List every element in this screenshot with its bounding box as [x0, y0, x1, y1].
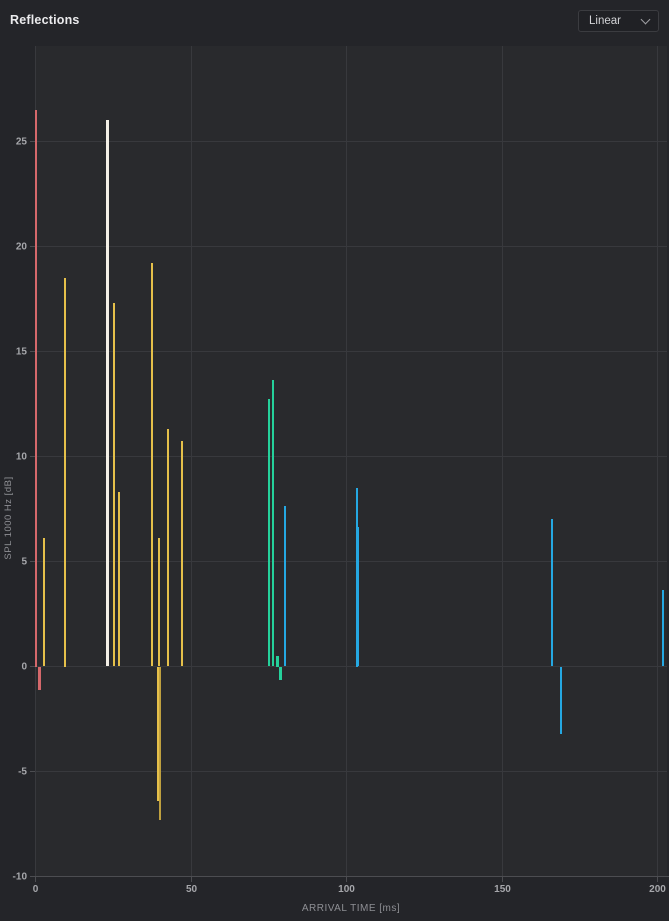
x-axis-title: ARRIVAL TIME [ms] [301, 903, 401, 914]
reflection-stem[interactable] [276, 656, 279, 667]
x-tick-label: 50 [185, 884, 198, 895]
y-axis-tick [30, 666, 35, 667]
x-axis-tick [502, 876, 503, 882]
x-axis-tick [191, 876, 192, 882]
gridline-horizontal [35, 246, 667, 247]
reflection-stem[interactable] [284, 506, 286, 666]
reflection-stem[interactable] [159, 667, 161, 820]
gridline-vertical [657, 46, 658, 876]
gridline-vertical [346, 46, 347, 876]
y-axis-tick [30, 141, 35, 142]
y-axis-tick [30, 246, 35, 247]
x-tick-label: 150 [494, 884, 511, 895]
reflection-stem[interactable] [43, 538, 45, 666]
reflection-stem[interactable] [35, 110, 37, 667]
y-axis-tick [30, 561, 35, 562]
y-tick-label: -5 [18, 766, 27, 777]
gridline-horizontal [35, 141, 667, 142]
reflection-stem[interactable] [38, 667, 41, 690]
reflection-stem[interactable] [106, 120, 109, 666]
gridline-vertical [502, 46, 503, 876]
reflection-stem[interactable] [181, 441, 183, 666]
reflection-stem[interactable] [268, 399, 270, 666]
y-axis-tick [30, 771, 35, 772]
x-axis-tick [657, 876, 658, 882]
gridline-horizontal [35, 561, 667, 562]
gridline-horizontal [35, 351, 667, 352]
reflection-stem[interactable] [662, 590, 664, 666]
x-tick-label: 100 [338, 884, 355, 895]
reflection-stem[interactable] [357, 527, 359, 666]
reflection-stem[interactable] [151, 263, 153, 666]
chevron-down-icon [640, 14, 651, 25]
y-tick-label: 5 [21, 556, 27, 567]
scale-select-value: Linear [589, 15, 621, 27]
gridline-horizontal [35, 771, 667, 772]
reflection-stem[interactable] [113, 303, 115, 666]
y-axis-tick [30, 876, 35, 877]
reflection-stem[interactable] [157, 667, 159, 801]
reflection-stem[interactable] [551, 519, 553, 666]
plot-area: -10 -5 0 5 10 15 20 25 0 50 100 150 200 [13, 46, 669, 895]
y-tick-label: 0 [21, 661, 27, 672]
gridline-vertical [191, 46, 192, 876]
y-tick-label: 15 [15, 346, 27, 357]
gridline-horizontal [35, 666, 667, 667]
reflection-stem[interactable] [118, 492, 120, 666]
scale-select[interactable]: Linear [578, 10, 659, 32]
x-axis-tick [35, 876, 36, 882]
reflection-stem[interactable] [272, 380, 274, 666]
reflection-stem[interactable] [279, 667, 282, 680]
reflection-stem[interactable] [560, 667, 562, 734]
y-tick-label: 20 [15, 241, 27, 252]
reflection-stem[interactable] [64, 278, 66, 667]
x-tick-label: 0 [32, 884, 39, 895]
x-axis-tick [346, 876, 347, 882]
reflection-stem[interactable] [167, 429, 169, 666]
gridline-horizontal [35, 456, 667, 457]
y-tick-label: 25 [15, 136, 27, 147]
reflection-stem[interactable] [158, 538, 160, 666]
y-axis-title: SPL 1000 Hz [dB] [3, 476, 14, 560]
x-tick-label: 200 [649, 884, 666, 895]
y-tick-label: 10 [15, 451, 27, 462]
panel-header: Reflections Linear [0, 0, 669, 42]
y-axis-tick [30, 351, 35, 352]
gridline-horizontal [30, 876, 669, 877]
page-title: Reflections [10, 13, 80, 27]
y-tick-label: -10 [12, 871, 27, 882]
y-axis-tick [30, 456, 35, 457]
